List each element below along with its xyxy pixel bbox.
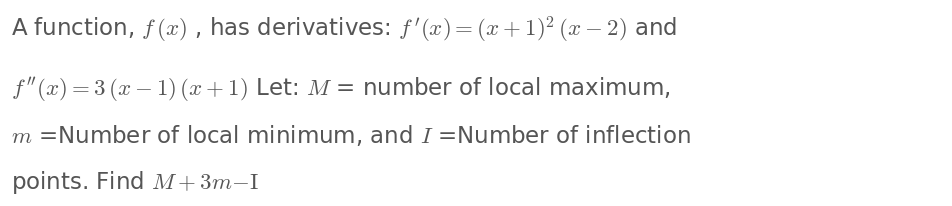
Text: points. Find $M + 3m{-}\mathrm{I}$: points. Find $M + 3m{-}\mathrm{I}$	[11, 169, 259, 196]
Text: $f\,''(x) = 3\,(x-1)\,(x+1)$ Let: $M$ = number of local maximum,: $f\,''(x) = 3\,(x-1)\,(x+1)$ Let: $M$ = …	[11, 75, 670, 104]
Text: $m$ =Number of local minimum, and $I$ =Number of inflection: $m$ =Number of local minimum, and $I$ =N…	[11, 123, 690, 148]
Text: A function, $f\,(x)$ , has derivatives: $f\,'(x) = (x+1)^{2}\,(x-2)$ and: A function, $f\,(x)$ , has derivatives: …	[11, 15, 677, 45]
